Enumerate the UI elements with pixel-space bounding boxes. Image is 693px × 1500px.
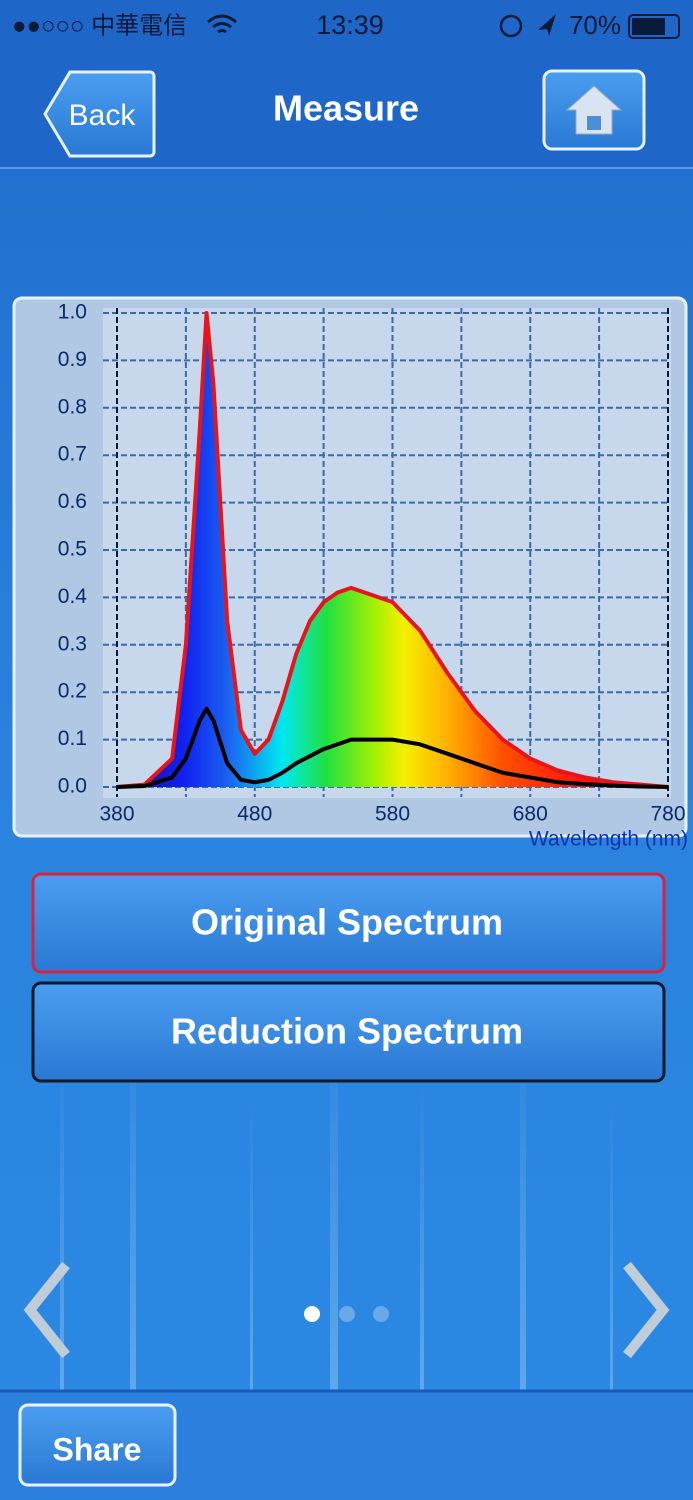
x-tick-label: 680 [513,803,548,826]
original-spectrum-button[interactable]: Original Spectrum [31,872,666,974]
y-tick-label: 0.0 [58,775,87,798]
spectrum-fill [117,313,668,787]
time: 13:39 [316,10,384,40]
y-tick-label: 0.9 [58,348,87,371]
home-button[interactable] [542,69,646,151]
back-label: Back [69,99,137,132]
series-line [116,706,669,789]
x-tick-label: 380 [99,803,134,826]
y-tick-label: 0.6 [58,490,87,513]
y-tick-label: 0.3 [58,632,87,655]
streaks [60,1000,613,1390]
x-tick-label: 580 [375,803,410,826]
button-label: Original Spectrum [191,902,503,943]
back-button[interactable]: Back [43,70,156,158]
y-tick-label: 0.4 [58,585,88,608]
location-icon [538,14,556,36]
y-tick-label: 1.0 [58,301,87,324]
prev-arrow[interactable] [23,1261,70,1359]
next-arrow[interactable] [623,1261,670,1359]
x-tick-label: 480 [237,803,272,826]
y-tick-label: 0.7 [58,443,87,466]
page-title: Measure [273,88,419,129]
y-tick-label: 0.5 [58,538,87,561]
y-tick-label: 0.1 [58,727,87,750]
button-label: Reduction Spectrum [171,1011,523,1052]
share-label: Share [53,1431,142,1467]
page-indicator [304,1306,389,1322]
lock-icon [499,14,523,38]
battery-text: 70% [569,10,621,40]
battery-icon [628,14,680,39]
y-tick-label: 0.2 [58,680,87,703]
series-line [116,311,669,789]
y-tick-label: 0.8 [58,395,87,418]
x-axis-label: Wavelength (nm) [529,828,688,851]
carrier: ●●○○○ 中華電信 [12,12,187,39]
chart: 0.0 0.1 0.2 0.3 0.4 0.5 0.6 0.7 0.8 0.9 1.0 380 480 5… [58,301,686,826]
reduction-spectrum-button[interactable]: Reduction Spectrum [31,981,666,1083]
wifi-icon [207,14,237,34]
share-button[interactable]: Share [18,1403,177,1487]
x-tick-label: 780 [650,803,685,826]
